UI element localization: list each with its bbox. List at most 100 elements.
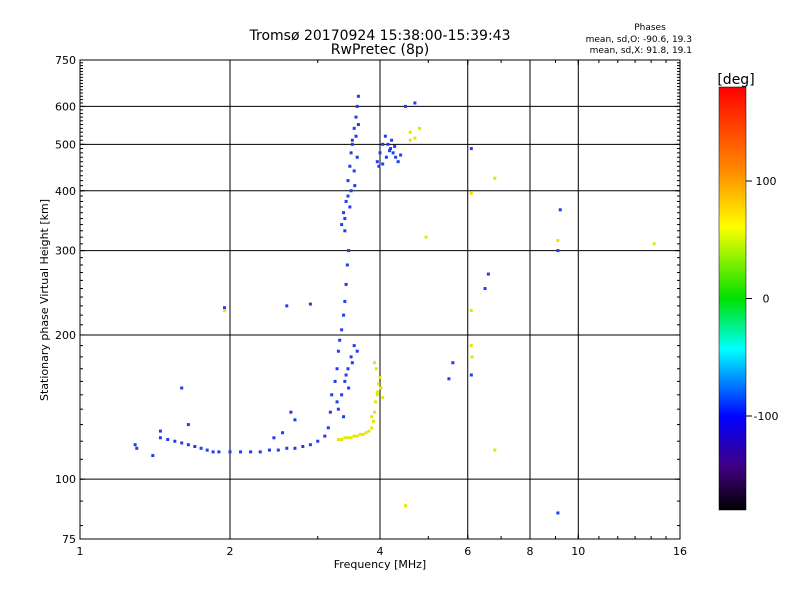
data-point-o [281, 431, 285, 435]
y-tick-label: 500 [55, 138, 76, 151]
data-point-o [375, 160, 379, 164]
data-point-o [381, 142, 385, 146]
data-point-o [158, 429, 162, 433]
data-point-o [180, 441, 184, 445]
data-point-o [239, 450, 243, 454]
chart-title: Tromsø 20170924 15:38:00-15:39:43 [249, 28, 511, 44]
data-point-x [223, 308, 227, 312]
data-point-x [352, 434, 356, 438]
data-point-o [378, 151, 382, 155]
data-point-x [373, 361, 377, 365]
data-point-o [346, 367, 350, 371]
x-tick-label: 1 [77, 545, 84, 558]
data-point-o [349, 355, 353, 359]
y-axis-label: Stationary phase Virtual Height [km] [38, 199, 51, 401]
data-point-x [413, 136, 417, 140]
data-point-o [483, 287, 487, 291]
data-point-o [293, 418, 297, 422]
data-point-o [348, 205, 352, 209]
x-tick-label: 10 [571, 545, 585, 558]
data-point-o [217, 450, 221, 454]
data-point-x [370, 415, 374, 419]
data-point-o [276, 448, 280, 452]
data-point-o [285, 304, 289, 308]
data-point-o [336, 407, 340, 411]
legend-title: Phases [634, 23, 666, 33]
data-point-o [308, 443, 312, 447]
data-point-o [133, 443, 137, 447]
data-point-o [211, 450, 215, 454]
y-tick-label: 100 [55, 473, 76, 486]
data-point-x [336, 438, 340, 442]
data-point-o [389, 147, 393, 151]
data-point-x [375, 390, 379, 394]
data-point-o [340, 223, 344, 227]
grid-lines [80, 60, 680, 539]
data-point-o [447, 377, 451, 381]
data-point-o [469, 373, 473, 377]
data-point-o [343, 379, 347, 383]
data-point-x [424, 235, 428, 239]
data-point-o [186, 443, 190, 447]
data-point-o [346, 179, 350, 183]
data-point-o [344, 199, 348, 203]
data-point-o [399, 153, 403, 157]
y-tick-label: 75 [62, 533, 76, 546]
data-point-x [364, 431, 368, 435]
data-point-x [408, 138, 412, 142]
data-point-x [374, 400, 378, 404]
data-point-o [558, 208, 562, 212]
data-point-x [376, 382, 380, 386]
data-point-x [349, 436, 353, 440]
data-point-o [352, 126, 356, 130]
data-point-o [343, 299, 347, 303]
y-tick-label: 600 [55, 100, 76, 113]
data-point-x [408, 130, 412, 134]
x-tick-label: 4 [377, 545, 384, 558]
data-point-o [352, 169, 356, 173]
data-point-o [330, 393, 334, 397]
data-point-o [223, 306, 227, 310]
data-point-o [355, 104, 359, 108]
data-point-o [403, 104, 407, 108]
data-point-o [272, 436, 276, 440]
data-point-o [486, 272, 490, 276]
data-point-x [652, 242, 656, 246]
data-point-x [417, 126, 421, 130]
colorbar-tick-label: 100 [756, 175, 777, 188]
data-point-x [371, 419, 375, 423]
data-point-o [344, 373, 348, 377]
data-point-o [316, 439, 320, 443]
data-point-x [361, 432, 365, 436]
data-point-o [335, 367, 339, 371]
data-point-o [344, 282, 348, 286]
data-point-x [556, 238, 560, 242]
data-point-o [348, 164, 352, 168]
data-point-x [493, 448, 497, 452]
data-point-o [285, 446, 289, 450]
colorbar-label: [deg] [717, 72, 754, 88]
legend-line-o: mean, sd,O: -90.6, 19.3 [586, 35, 692, 45]
colorbar [718, 86, 747, 511]
y-tick-label: 300 [55, 245, 76, 258]
data-point-o [347, 249, 351, 253]
data-point-o [333, 379, 337, 383]
data-point-o [346, 194, 350, 198]
data-point-o [293, 446, 297, 450]
data-point-o [349, 189, 353, 193]
x-tick-label: 8 [527, 545, 534, 558]
data-point-o [228, 450, 232, 454]
data-point-o [338, 338, 342, 342]
chart-subtitle: RwPretec (8p) [331, 42, 429, 58]
data-point-x [469, 308, 473, 312]
data-point-o [193, 444, 197, 448]
data-point-o [350, 361, 354, 365]
data-point-o [186, 423, 190, 427]
data-point-x [379, 386, 383, 390]
data-point-o [342, 211, 346, 215]
data-point-x [358, 432, 362, 436]
data-point-o [390, 138, 394, 142]
data-point-o [347, 386, 351, 390]
y-tick-label: 200 [55, 329, 76, 342]
